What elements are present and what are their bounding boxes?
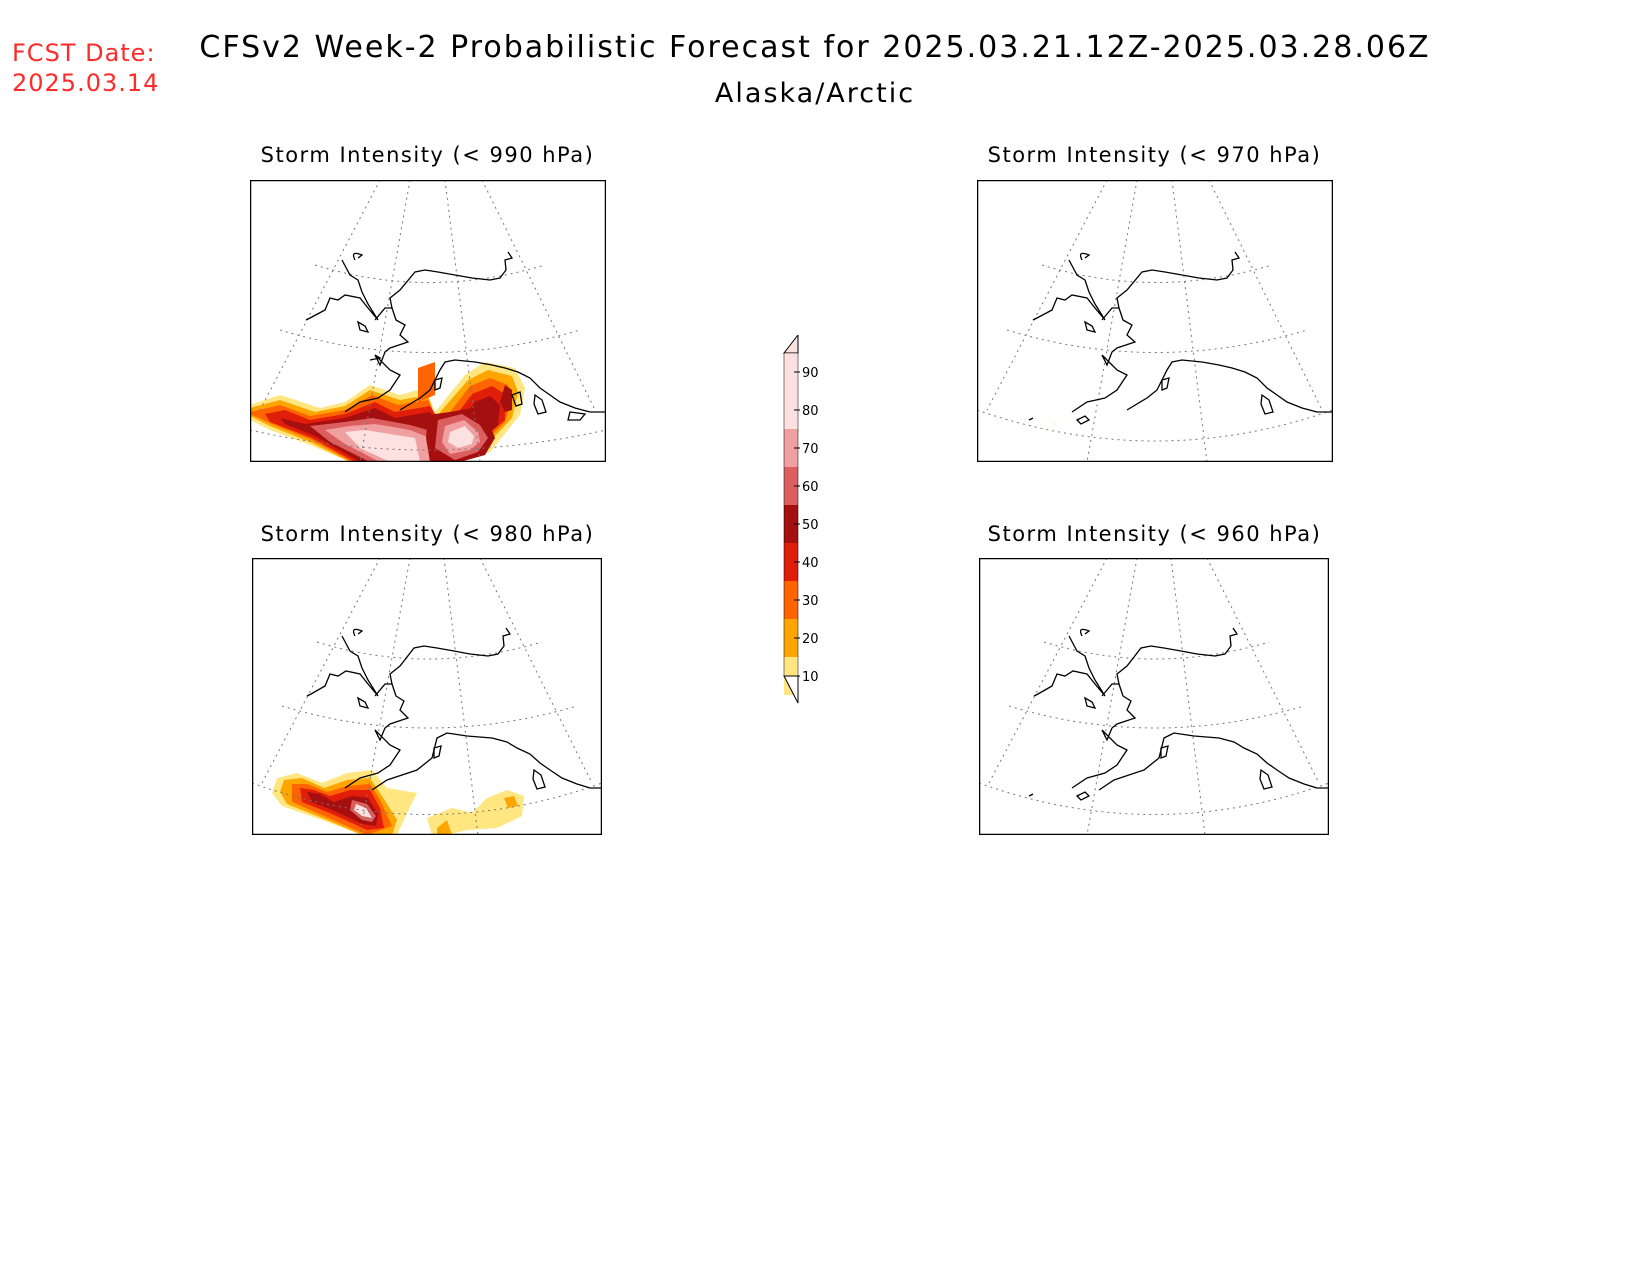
probability-field-970 (1053, 422, 1057, 426)
coastline-970 (1028, 251, 1333, 425)
colorbar-label: 20 (802, 632, 819, 647)
graticule-960 (979, 558, 1329, 835)
colorbar-swatch (784, 391, 798, 429)
colorbar-label: 10 (802, 670, 819, 685)
panel-title-960: Storm Intensity (< 960 hPa) (987, 522, 1322, 546)
graticule-990 (250, 180, 606, 462)
panel-title-990: Storm Intensity (< 990 hPa) (260, 143, 595, 167)
map-panel-970 (977, 180, 1333, 462)
colorbar-label: 60 (802, 480, 819, 495)
graticule-980 (252, 558, 602, 835)
page-subtitle: Alaska/Arctic (714, 78, 916, 109)
colorbar-label: 90 (802, 366, 819, 381)
map-panel-980 (252, 558, 602, 835)
colorbar-swatch (784, 467, 798, 505)
forecast-date-block: FCST Date: 2025.03.14 (12, 38, 159, 98)
colorbar-label: 30 (802, 594, 819, 609)
colorbar-label: 50 (802, 518, 819, 533)
forecast-date-label: FCST Date: (12, 39, 156, 67)
colorbar-top-extension (782, 335, 799, 354)
colorbar-label: 40 (802, 556, 819, 571)
map-panel-960 (979, 558, 1329, 835)
coastline-960 (1028, 627, 1329, 801)
colorbar-label: 80 (802, 404, 819, 419)
coastline-990 (305, 251, 606, 421)
map-panel-990 (250, 180, 606, 462)
panel-title-980: Storm Intensity (< 980 hPa) (260, 522, 595, 546)
page-title: CFSv2 Week-2 Probabilistic Forecast for … (199, 30, 1431, 65)
probability-field-980 (272, 770, 524, 835)
colorbar-label: 70 (802, 442, 819, 457)
colorbar-swatch (784, 543, 798, 581)
colorbar-swatch (784, 505, 798, 543)
panel-title-970: Storm Intensity (< 970 hPa) (987, 143, 1322, 167)
probability-field-990 (250, 362, 525, 462)
colorbar-outline (783, 352, 799, 677)
colorbar-swatch (784, 581, 798, 619)
forecast-date-value: 2025.03.14 (12, 69, 160, 97)
colorbar-swatch (784, 353, 798, 391)
graticule-970 (977, 180, 1333, 462)
colorbar-swatch (784, 619, 798, 657)
coastline-980 (306, 627, 602, 791)
colorbar: 10 20 30 40 50 60 70 80 90 (780, 335, 840, 715)
colorbar-swatch (784, 429, 798, 467)
